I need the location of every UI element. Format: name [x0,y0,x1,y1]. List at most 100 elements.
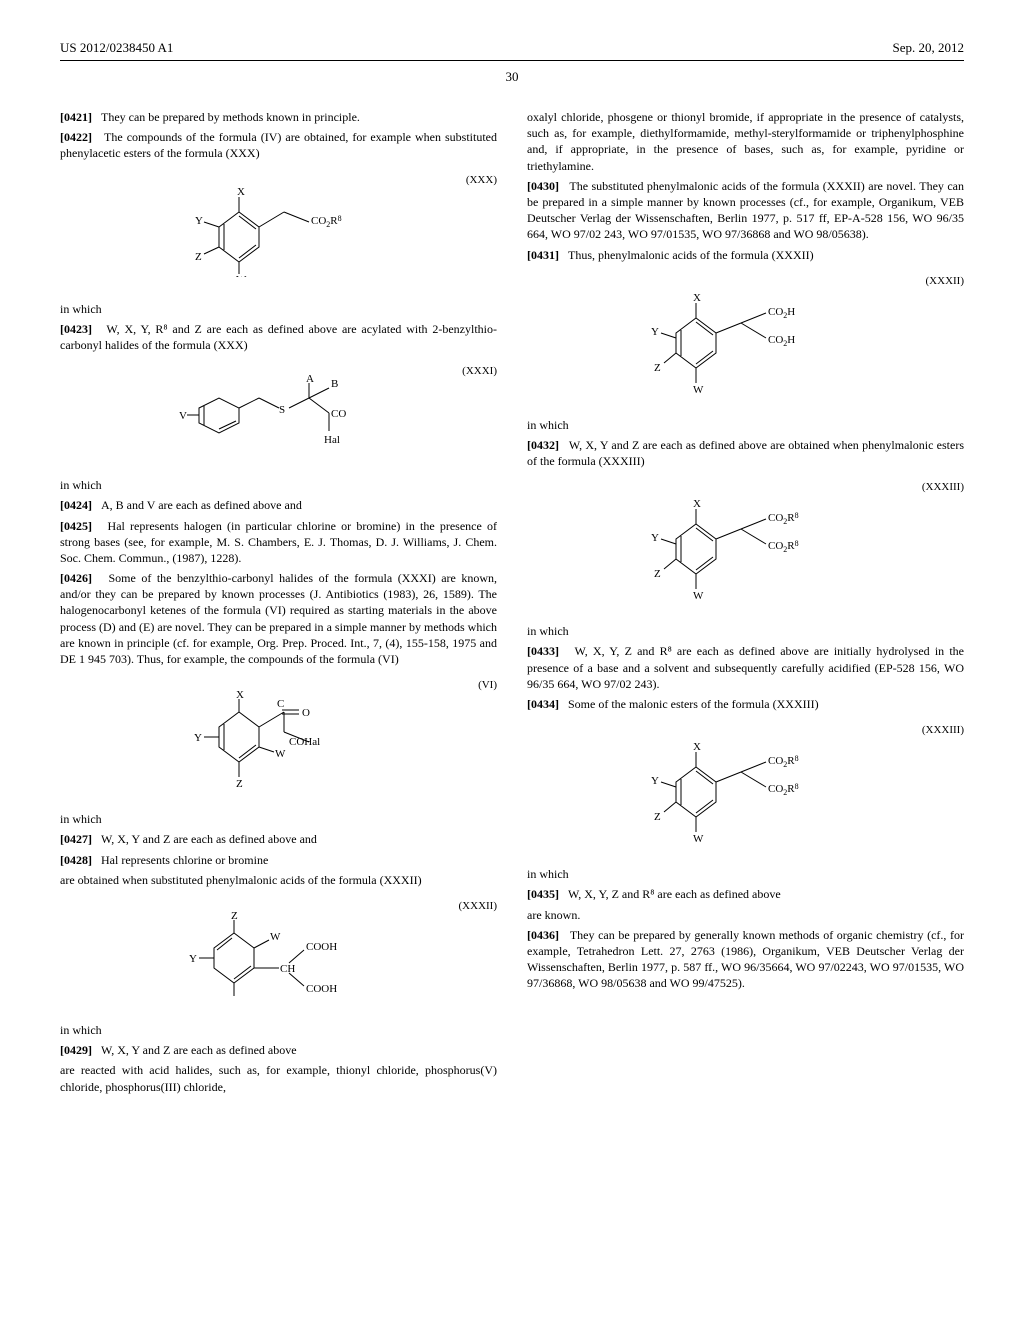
svg-text:W: W [275,748,286,760]
svg-text:COOH: COOH [306,941,337,953]
para-0426: [0426] Some of the benzylthio-carbonyl h… [60,570,497,667]
para-0431: [0431] Thus, phenylmalonic acids of the … [527,247,964,263]
para-text: W, X, Y, Z and R⁸ are each as defined ab… [568,887,781,901]
para-text: They can be prepared by methods known in… [101,110,360,124]
para-0427: [0427] W, X, Y and Z are each as defined… [60,831,497,847]
in-which: in which [527,866,964,882]
para-0434: [0434] Some of the malonic esters of the… [527,696,964,712]
svg-text:CO: CO [331,408,346,420]
svg-text:CO2R8: CO2R8 [768,511,799,526]
svg-text:W: W [693,833,704,842]
para-num: [0430] [527,179,559,193]
svg-text:W: W [693,590,704,599]
svg-text:Z: Z [654,568,661,580]
svg-text:W: W [270,931,281,943]
in-which: in which [60,1022,497,1038]
para-text: The compounds of the formula (IV) are ob… [60,130,497,160]
in-which: in which [60,811,497,827]
formula-label: (XXXII) [926,275,964,287]
svg-text:CO2R8: CO2R8 [768,782,799,797]
svg-text:B: B [331,378,338,390]
para-text: The substituted phenylmalonic acids of t… [527,179,964,242]
para-0429b: are reacted with acid halides, such as, … [60,1062,497,1094]
svg-text:A: A [306,373,314,385]
svg-text:Y: Y [651,532,659,544]
para-text: Hal represents chlorine or bromine [101,853,268,867]
para-text: Some of the benzylthio-carbonyl halides … [60,571,497,666]
para-0435: [0435] W, X, Y, Z and R⁸ are each as def… [527,886,964,902]
svg-text:CO2R8: CO2R8 [768,754,799,769]
formula-xxxiii: (XXXIII) X Y Z W [527,481,964,611]
chemical-structure-icon: S A B CO Hal V [179,373,379,453]
formula-xxxii-left: (XXXII) Z W Y X CH [60,900,497,1010]
svg-text:CO2H: CO2H [768,306,795,320]
formula-label: (XXXI) [462,365,497,377]
para-num: [0422] [60,130,92,144]
svg-text:C: C [277,698,284,710]
svg-text:Y: Y [651,326,659,338]
svg-text:X: X [237,186,245,198]
page-header: US 2012/0238450 A1 Sep. 20, 2012 [60,40,964,61]
para-num: [0424] [60,498,92,512]
chemical-structure-icon: X Y Z W CO2R8 CO2R8 [646,489,846,599]
para-text: Thus, phenylmalonic acids of the formula… [568,248,814,262]
chemical-structure-icon: Z W Y X CH COOH COOH [184,908,374,998]
para-num: [0436] [527,928,559,942]
para-0435b: are known. [527,907,964,923]
svg-text:COHal: COHal [289,736,320,748]
para-num: [0428] [60,853,92,867]
para-text: W, X, Y, R⁸ and Z are each as defined ab… [60,322,497,352]
svg-text:Hal: Hal [324,434,340,446]
para-0428b: are obtained when substituted phenylmalo… [60,872,497,888]
para-num: [0429] [60,1043,92,1057]
svg-text:Y: Y [195,215,203,227]
para-0428: [0428] Hal represents chlorine or bromin… [60,852,497,868]
para-num: [0434] [527,697,559,711]
para-cont: oxalyl chloride, phosgene or thionyl bro… [527,109,964,174]
para-num: [0432] [527,438,559,452]
svg-text:Z: Z [236,778,243,787]
header-right: Sep. 20, 2012 [893,40,965,56]
para-num: [0423] [60,322,92,336]
formula-xxxiii-2: (XXXIII) X Y Z W [527,724,964,854]
svg-text:W: W [693,384,704,393]
in-which: in which [527,623,964,639]
formula-xxxii-right: (XXXII) X Y Z W [527,275,964,405]
formula-xxxi: (XXXI) S A B CO [60,365,497,465]
content-columns: [0421] They can be prepared by methods k… [60,105,964,1099]
para-num: [0427] [60,832,92,846]
para-0436: [0436] They can be prepared by generally… [527,927,964,992]
chemical-structure-icon: X Y Z W CO2R8 CO2R8 [646,732,846,842]
svg-text:COOH: COOH [306,983,337,995]
in-which: in which [527,417,964,433]
chemical-structure-icon: X Y Z W CO2H CO2H [646,283,846,393]
page-number: 30 [60,69,964,85]
para-text: They can be prepared by generally known … [527,928,964,991]
chemical-structure-icon: X Y Z W C O COHal [189,687,369,787]
para-num: [0431] [527,248,559,262]
svg-text:V: V [179,410,187,422]
in-which: in which [60,477,497,493]
para-text: W, X, Y and Z are each as defined above … [101,832,317,846]
svg-text:CO2R8: CO2R8 [768,539,799,554]
para-num: [0435] [527,887,559,901]
svg-text:Y: Y [651,775,659,787]
formula-label: (XXXIII) [922,724,964,736]
formula-label: (XXXII) [459,900,497,912]
para-0424: [0424] A, B and V are each as defined ab… [60,497,497,513]
svg-text:CH: CH [280,963,295,975]
chemical-structure-icon: X Y Z W CO2R8 [189,182,369,277]
para-text: Hal represents halogen (in particular ch… [60,519,497,565]
para-0429: [0429] W, X, Y and Z are each as defined… [60,1042,497,1058]
svg-text:O: O [302,707,310,719]
formula-label: (XXX) [466,174,497,186]
right-column: oxalyl chloride, phosgene or thionyl bro… [527,105,964,1099]
para-num: [0426] [60,571,92,585]
formula-xxx: (XXX) X Y Z W CO2R8 [60,174,497,289]
svg-text:Z: Z [231,910,238,922]
para-0432: [0432] W, X, Y and Z are each as defined… [527,437,964,469]
para-0422: [0422] The compounds of the formula (IV)… [60,129,497,161]
in-which: in which [60,301,497,317]
formula-vi: (VI) X Y Z [60,679,497,799]
para-0425: [0425] Hal represents halogen (in partic… [60,518,497,567]
